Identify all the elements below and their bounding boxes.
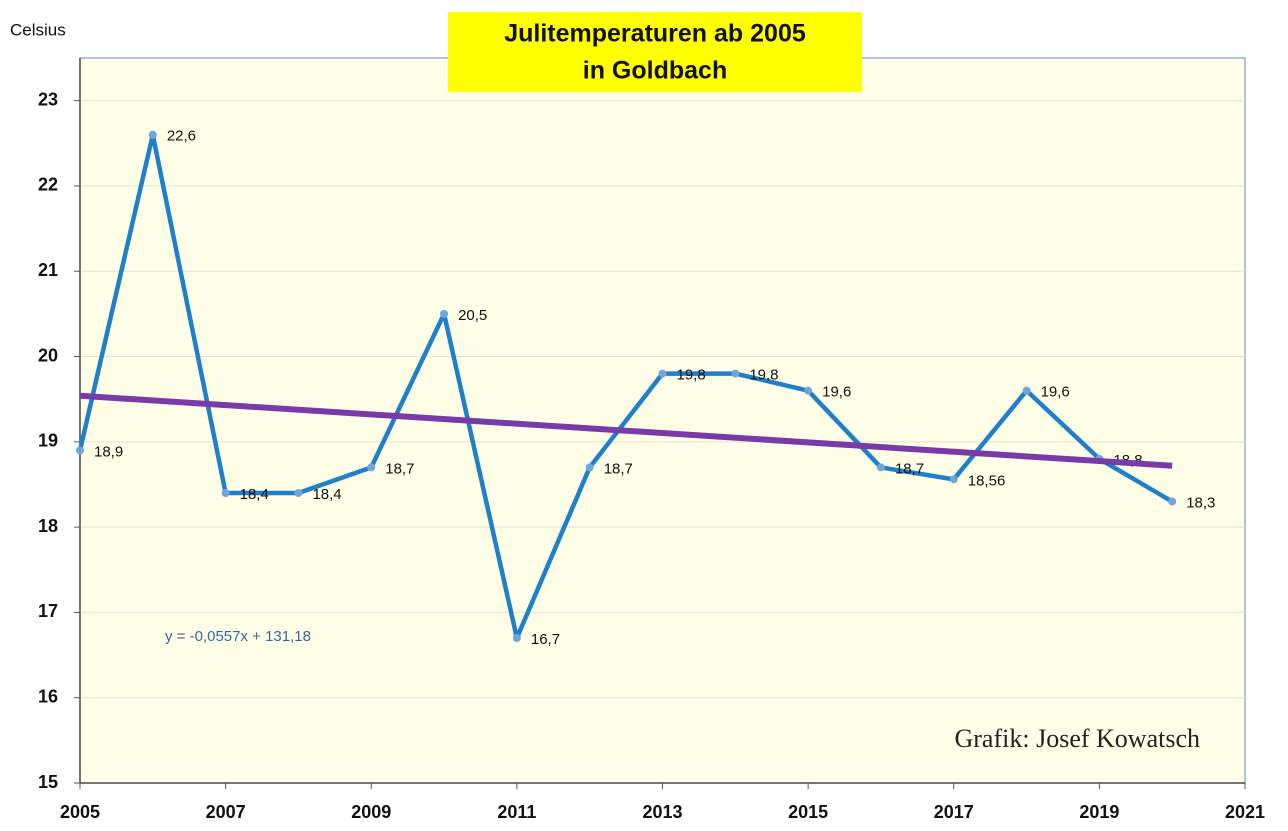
y-tick-label: 20 xyxy=(38,345,58,365)
data-point xyxy=(949,475,958,484)
y-tick-label: 19 xyxy=(38,431,58,451)
data-point xyxy=(804,386,813,395)
data-label: 18,7 xyxy=(385,460,414,477)
x-tick-label: 2005 xyxy=(60,802,100,822)
data-label: 18,56 xyxy=(968,472,1006,489)
data-label: 18,7 xyxy=(895,460,924,477)
data-point xyxy=(76,446,84,455)
y-tick-label: 16 xyxy=(38,686,58,706)
x-tick-label: 2009 xyxy=(351,802,391,822)
trend-line xyxy=(79,392,1173,469)
x-tick-label: 2019 xyxy=(1079,802,1119,822)
data-point xyxy=(440,309,449,318)
x-tick-label: 2007 xyxy=(206,802,246,822)
title-box xyxy=(448,12,862,92)
data-point xyxy=(1022,386,1031,395)
data-point xyxy=(585,463,594,472)
credit: Grafik: Josef Kowatsch xyxy=(955,724,1201,753)
data-label: 19,6 xyxy=(822,384,851,401)
chart-title: Julitemperaturen ab 2005 xyxy=(504,20,806,48)
data-point xyxy=(1168,497,1177,506)
y-tick-label: 21 xyxy=(38,260,58,280)
data-point xyxy=(658,369,667,378)
chart-title: in Goldbach xyxy=(583,57,727,85)
equation: y = -0,0557x + 131,18 xyxy=(165,628,311,645)
data-label: 18,7 xyxy=(604,460,633,477)
x-tick-label: 2017 xyxy=(934,802,974,822)
data-point xyxy=(294,489,303,497)
data-label: 20,5 xyxy=(458,307,487,324)
y-tick-label: 18 xyxy=(38,516,58,536)
data-label: 22,6 xyxy=(167,128,196,145)
data-label: 18,3 xyxy=(1186,494,1215,511)
data-label: 16,7 xyxy=(531,631,560,648)
x-tick-label: 2011 xyxy=(497,802,536,822)
x-tick-label: 2021 xyxy=(1225,802,1265,822)
data-label: 19,8 xyxy=(677,367,706,384)
y-tick-label: 15 xyxy=(38,772,58,792)
data-label: 18,9 xyxy=(94,443,123,460)
data-point xyxy=(367,463,376,472)
data-label: 18,4 xyxy=(312,486,341,503)
x-tick-label: 2015 xyxy=(788,802,828,822)
data-point xyxy=(148,130,157,139)
data-point xyxy=(512,634,521,642)
y-tick-label: 22 xyxy=(38,175,58,195)
data-label: 19,6 xyxy=(1041,384,1070,401)
y-tick-label: 23 xyxy=(38,89,58,109)
data-point xyxy=(876,463,885,472)
data-point xyxy=(221,489,230,497)
data-label: 18,4 xyxy=(240,486,269,503)
plot-area xyxy=(79,57,1246,784)
x-tick-label: 2013 xyxy=(642,802,682,822)
y-tick-label: 17 xyxy=(38,601,58,621)
y-axis-label: Celsius xyxy=(10,20,66,39)
data-label: 19,8 xyxy=(749,367,778,384)
data-line xyxy=(77,132,1174,641)
data-point xyxy=(731,369,740,378)
